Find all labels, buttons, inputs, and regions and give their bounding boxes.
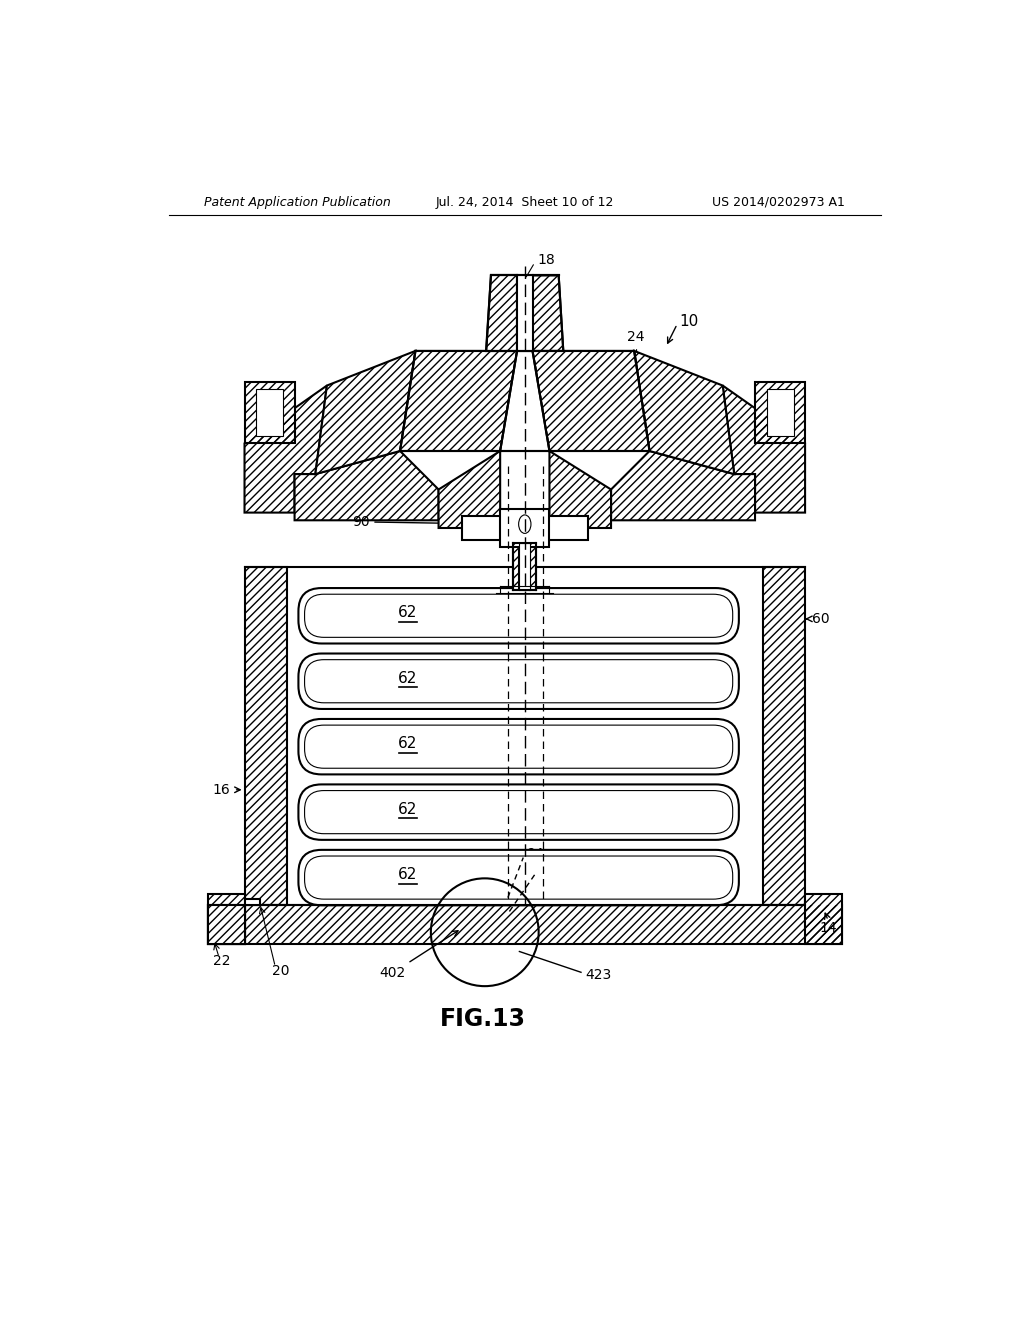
Bar xyxy=(519,544,530,590)
Polygon shape xyxy=(517,276,532,351)
Text: 422: 422 xyxy=(538,865,563,878)
Bar xyxy=(755,381,805,444)
Polygon shape xyxy=(500,351,550,451)
Polygon shape xyxy=(550,451,611,528)
Bar xyxy=(208,906,245,944)
Bar xyxy=(530,544,537,590)
Polygon shape xyxy=(611,451,755,520)
Bar xyxy=(500,508,550,548)
Text: 90: 90 xyxy=(351,515,496,529)
Bar xyxy=(462,516,502,540)
FancyBboxPatch shape xyxy=(304,791,733,834)
FancyBboxPatch shape xyxy=(298,784,739,840)
Text: 18: 18 xyxy=(538,253,555,267)
Text: Patent Application Publication: Patent Application Publication xyxy=(204,195,390,209)
Text: 62: 62 xyxy=(398,671,418,685)
FancyBboxPatch shape xyxy=(304,855,733,899)
Text: 10: 10 xyxy=(680,314,698,329)
Bar xyxy=(208,894,245,944)
Text: 94: 94 xyxy=(526,847,544,862)
Polygon shape xyxy=(723,385,805,512)
Text: 14: 14 xyxy=(213,921,230,936)
Polygon shape xyxy=(486,276,517,351)
Polygon shape xyxy=(400,351,517,451)
Bar xyxy=(755,381,805,444)
Polygon shape xyxy=(295,451,438,520)
Text: 14: 14 xyxy=(819,921,837,936)
Bar xyxy=(208,906,842,944)
Text: 423: 423 xyxy=(585,968,611,982)
Text: 62: 62 xyxy=(398,801,418,817)
Bar xyxy=(513,544,519,590)
Bar xyxy=(245,566,287,906)
Ellipse shape xyxy=(518,515,531,533)
Bar xyxy=(208,894,245,944)
Bar xyxy=(767,389,794,436)
Polygon shape xyxy=(245,385,327,512)
Polygon shape xyxy=(532,276,563,351)
FancyBboxPatch shape xyxy=(304,594,733,638)
Bar xyxy=(208,906,245,944)
Polygon shape xyxy=(438,451,500,528)
Text: US 2014/0202973 A1: US 2014/0202973 A1 xyxy=(713,195,845,209)
Bar xyxy=(245,899,260,906)
Bar xyxy=(548,516,588,540)
Bar xyxy=(530,544,537,590)
Bar xyxy=(500,520,550,536)
FancyBboxPatch shape xyxy=(304,660,733,702)
FancyBboxPatch shape xyxy=(298,850,739,906)
Text: 402: 402 xyxy=(379,931,458,979)
Bar xyxy=(513,544,519,590)
FancyBboxPatch shape xyxy=(298,653,739,709)
FancyBboxPatch shape xyxy=(298,719,739,775)
FancyBboxPatch shape xyxy=(298,589,739,644)
Bar xyxy=(805,894,842,944)
Text: Jul. 24, 2014  Sheet 10 of 12: Jul. 24, 2014 Sheet 10 of 12 xyxy=(435,195,614,209)
Polygon shape xyxy=(532,351,649,451)
Bar xyxy=(763,566,805,906)
Bar xyxy=(245,381,295,444)
Text: 20: 20 xyxy=(272,964,290,978)
Bar xyxy=(256,389,283,436)
Text: 62: 62 xyxy=(398,605,418,620)
Text: FIG.13: FIG.13 xyxy=(440,1007,526,1031)
Bar xyxy=(500,520,550,536)
Bar xyxy=(208,906,245,944)
Text: 60: 60 xyxy=(812,612,829,626)
Text: 62: 62 xyxy=(398,867,418,882)
FancyBboxPatch shape xyxy=(304,725,733,768)
Text: 24: 24 xyxy=(628,330,645,393)
Polygon shape xyxy=(634,351,734,474)
Text: 22: 22 xyxy=(213,954,230,968)
Bar xyxy=(208,906,842,944)
Bar xyxy=(763,566,805,906)
Bar xyxy=(245,381,295,444)
Text: 16: 16 xyxy=(213,783,230,797)
Bar xyxy=(805,894,842,944)
Polygon shape xyxy=(315,351,416,474)
Bar xyxy=(245,566,287,906)
Text: 62: 62 xyxy=(398,737,418,751)
